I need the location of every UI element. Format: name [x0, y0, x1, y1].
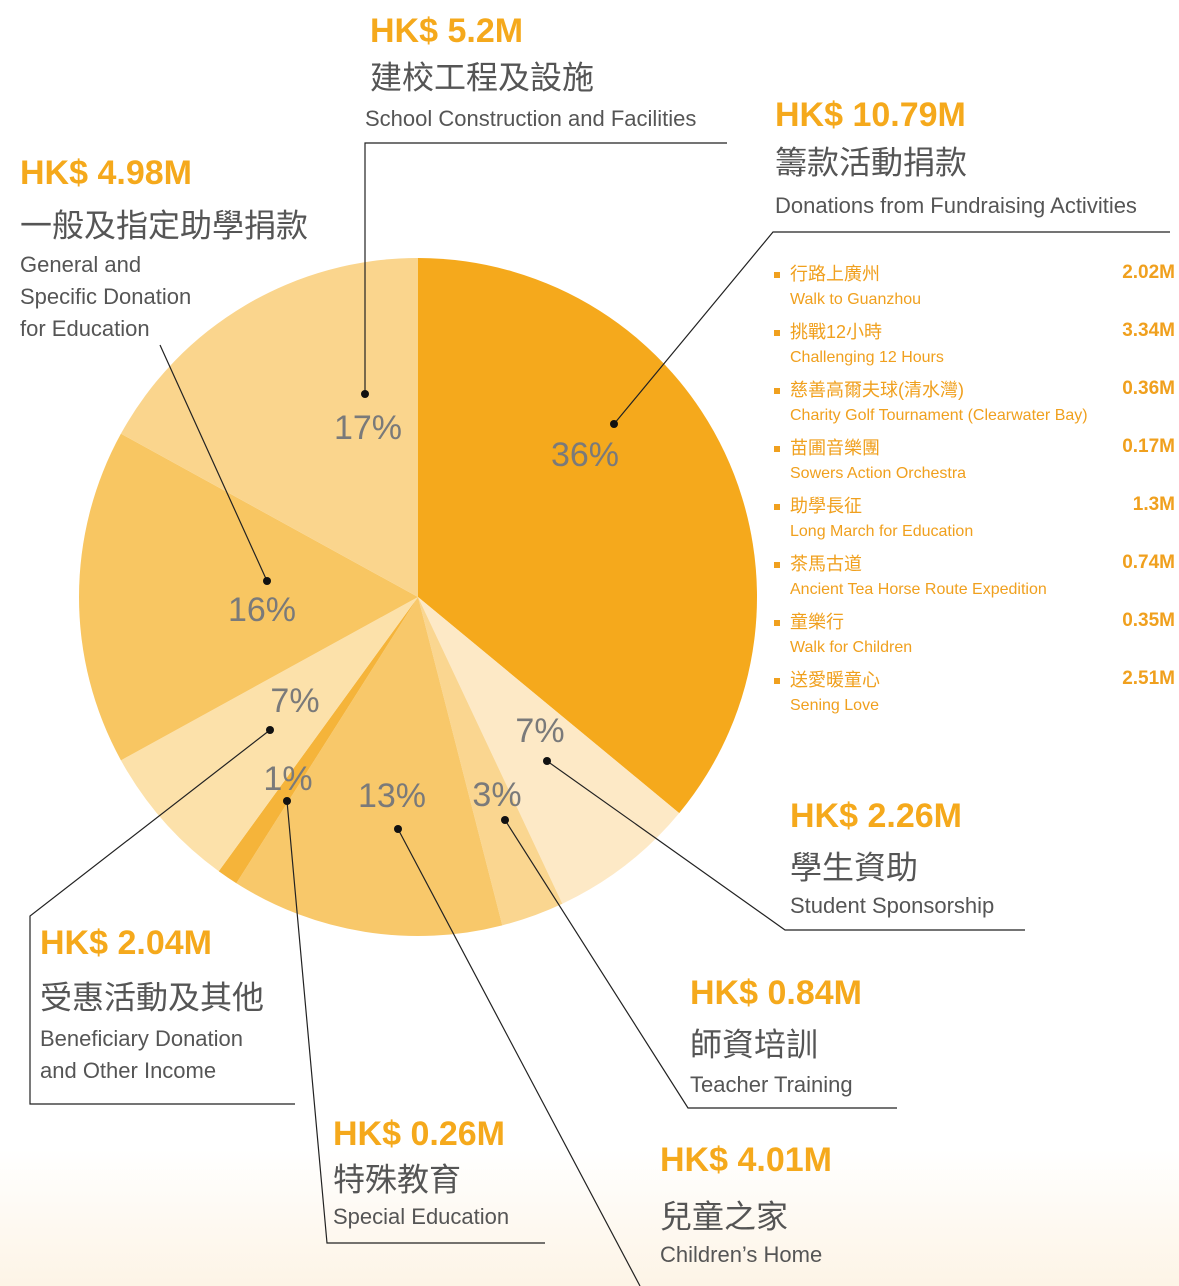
pie-slice: [236, 597, 503, 936]
breakdown-amount: 1.3M: [1133, 494, 1175, 515]
bullet: [774, 678, 780, 684]
category-label-en: for Education: [20, 316, 150, 341]
leader-dot: [543, 757, 551, 765]
breakdown-name: 送愛暖童心: [790, 670, 880, 690]
breakdown-name-en: Long March for Education: [790, 523, 973, 540]
breakdown-name: 苗圃音樂團: [790, 438, 880, 458]
breakdown-name: 挑戰12小時: [790, 322, 882, 342]
breakdown-name: 茶馬古道: [790, 554, 862, 574]
amount-label: HK$ 0.26M: [333, 1115, 505, 1153]
category-label-en: Beneficiary Donation: [40, 1026, 243, 1051]
breakdown-name-en: Walk for Children: [790, 639, 912, 656]
amount-label: HK$ 2.26M: [790, 797, 962, 835]
category-label: 特殊教育: [333, 1161, 461, 1197]
breakdown-amount: 2.51M: [1122, 668, 1175, 689]
amount-label: HK$ 5.2M: [370, 12, 523, 50]
category-label-en: and Other Income: [40, 1058, 216, 1083]
breakdown-name: 慈善高爾夫球(清水灣): [790, 380, 964, 400]
pie-slice: [120, 597, 418, 872]
breakdown-name-en: Sening Love: [790, 697, 879, 714]
percent-label: 16%: [228, 591, 296, 629]
category-label: 受惠活動及其他: [40, 979, 264, 1015]
background: [0, 1150, 1179, 1286]
bullet: [774, 446, 780, 452]
leader-dot: [610, 420, 618, 428]
category-label-en: Specific Donation: [20, 284, 191, 309]
breakdown-name: 行路上廣州: [790, 264, 880, 284]
category-label: 籌款活動捐款: [775, 144, 967, 180]
category-label-en: Donations from Fundraising Activities: [775, 193, 1137, 218]
amount-label: HK$ 2.04M: [40, 924, 212, 962]
breakdown-amount: 0.36M: [1122, 378, 1175, 399]
leader-dot: [283, 797, 291, 805]
pie-slice: [418, 597, 680, 904]
bullet: [774, 330, 780, 336]
breakdown-amount: 2.02M: [1122, 262, 1175, 283]
category-label: 兒童之家: [660, 1198, 788, 1234]
percent-label: 17%: [334, 409, 402, 447]
category-label: 建校工程及設施: [370, 59, 594, 95]
category-label: 學生資助: [790, 849, 918, 885]
leader-line: [286, 800, 545, 1244]
amount-label: HK$ 4.01M: [660, 1141, 832, 1179]
percent-label: 13%: [358, 777, 426, 815]
leader-line: [159, 344, 268, 582]
leader-dot: [263, 577, 271, 585]
bullet: [774, 562, 780, 568]
pie-slice: [418, 597, 563, 926]
pie-slice: [120, 258, 418, 597]
breakdown-name-en: Walk to Guanzhou: [790, 291, 921, 308]
amount-label: HK$ 0.84M: [690, 974, 862, 1012]
category-label-en: Special Education: [333, 1204, 509, 1229]
breakdown-amount: 0.74M: [1122, 552, 1175, 573]
breakdown-name-en: Charity Golf Tournament (Clearwater Bay): [790, 407, 1088, 424]
breakdown-amount: 0.35M: [1122, 610, 1175, 631]
percent-label: 7%: [515, 712, 564, 750]
amount-label: HK$ 4.98M: [20, 154, 192, 192]
amount-label: HK$ 10.79M: [775, 96, 966, 134]
breakdown-name: 童樂行: [790, 612, 844, 632]
breakdown-amount: 0.17M: [1122, 436, 1175, 457]
category-label-en: School Construction and Facilities: [365, 106, 696, 131]
leader-line: [397, 828, 641, 1286]
pie-slice: [218, 597, 418, 884]
category-label-en: Teacher Training: [690, 1072, 853, 1097]
category-label-en: General and: [20, 252, 141, 277]
leader-dot: [501, 816, 509, 824]
percent-label: 3%: [472, 776, 521, 814]
pie-slice: [418, 258, 757, 814]
percent-label: 36%: [551, 436, 619, 474]
category-label-en: Children’s Home: [660, 1242, 822, 1267]
percent-label: 1%: [263, 760, 312, 798]
bullet: [774, 272, 780, 278]
bullet: [774, 388, 780, 394]
category-label: 師資培訓: [690, 1026, 818, 1062]
breakdown-name-en: Challenging 12 Hours: [790, 349, 944, 366]
leader-line: [546, 760, 1025, 931]
percent-label: 7%: [270, 682, 319, 720]
leader-line: [29, 729, 295, 1105]
leader-dot: [266, 726, 274, 734]
breakdown-name: 助學長征: [790, 496, 862, 516]
breakdown-amount: 3.34M: [1122, 320, 1175, 341]
breakdown-name-en: Sowers Action Orchestra: [790, 465, 966, 482]
pie-slice: [78, 433, 418, 761]
bullet: [774, 620, 780, 626]
leader-line: [613, 231, 1170, 425]
category-label: 一般及指定助學捐款: [20, 207, 308, 243]
leader-line: [504, 819, 897, 1109]
leader-dot: [394, 825, 402, 833]
breakdown-name-en: Ancient Tea Horse Route Expedition: [790, 581, 1047, 598]
leader-line: [364, 142, 727, 394]
leader-dot: [361, 390, 369, 398]
bullet: [774, 504, 780, 510]
category-label-en: Student Sponsorship: [790, 893, 994, 918]
